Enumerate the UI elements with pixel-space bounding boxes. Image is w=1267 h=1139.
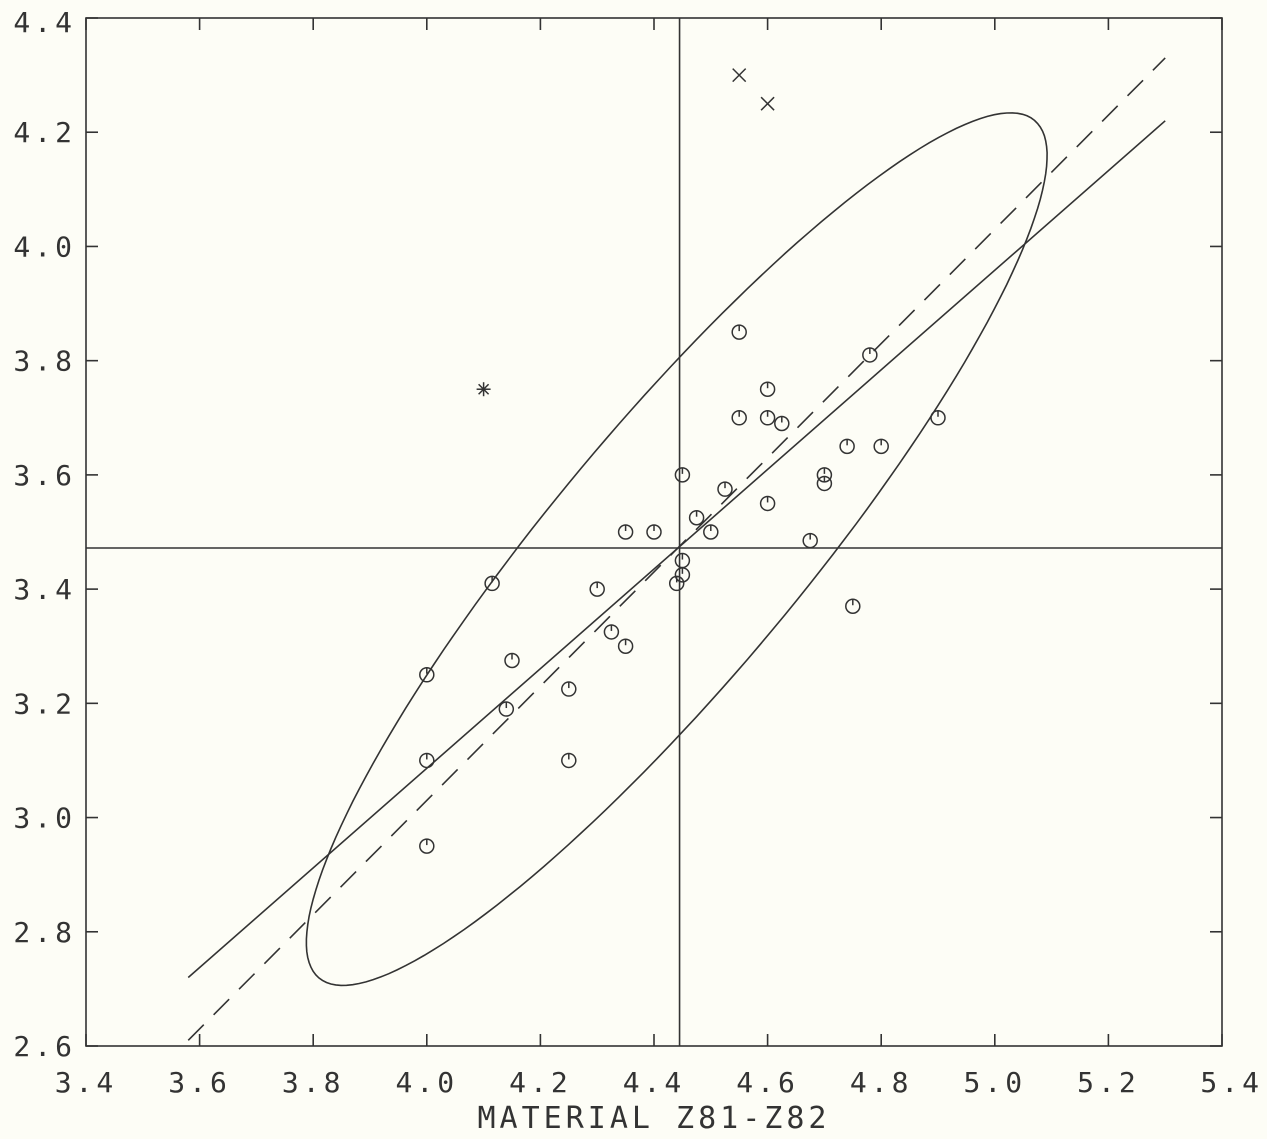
data-point-circle (731, 324, 747, 340)
data-point-circle (816, 475, 833, 492)
x-tick-label: 4.2 (509, 1066, 572, 1099)
data-point-circle (561, 681, 577, 697)
data-point-asterisk (476, 382, 491, 397)
x-tick-label: 4.0 (396, 1066, 459, 1099)
data-point-circle (484, 575, 500, 592)
data-point-circle (617, 524, 634, 540)
y-tick-label: 3.8 (13, 345, 76, 378)
y-tick-label: 3.6 (13, 459, 76, 492)
data-point-circle (419, 667, 435, 683)
data-point-circle (731, 410, 747, 426)
data-point-circle (802, 532, 818, 549)
x-tick-label: 4.8 (850, 1066, 913, 1099)
y-tick-label: 4.4 (13, 6, 76, 39)
x-tick-label: 4.6 (736, 1066, 799, 1099)
x-tick-label: 4.4 (623, 1066, 686, 1099)
data-point-circle (759, 495, 776, 512)
data-point-circle (703, 524, 719, 540)
y-tick-label: 4.0 (13, 230, 76, 263)
x-tick-label: 5.2 (1077, 1066, 1140, 1099)
data-point-circle (603, 624, 620, 640)
data-point-circle (617, 638, 634, 654)
data-point-circle (674, 552, 691, 569)
data-point-circle (845, 598, 861, 614)
x-tick-label: 5.4 (1200, 1066, 1263, 1099)
data-point-circle (816, 467, 833, 483)
data-point-circle (419, 752, 435, 769)
x-tick-label: 3.6 (168, 1066, 231, 1099)
y-tick-label: 2.8 (13, 916, 76, 949)
x-axis-title: MATERIAL Z81-Z82 (478, 1101, 831, 1136)
data-point-circle (774, 415, 790, 432)
y-tick-label: 3.4 (13, 573, 76, 606)
data-point-circle (589, 581, 605, 597)
y-tick-label: 4.2 (13, 116, 76, 149)
data-point-circle (674, 467, 691, 483)
x-tick-label: 3.4 (55, 1066, 118, 1099)
data-point-circle (873, 438, 889, 455)
data-point-circle (419, 838, 435, 854)
x-tick-label: 5.0 (964, 1066, 1027, 1099)
y-tick-label: 3.2 (13, 687, 76, 720)
data-point-circle (561, 752, 577, 769)
data-point-circle (504, 652, 520, 669)
confidence-ellipse (305, 112, 1048, 987)
data-point-x (760, 96, 775, 111)
x-tick-label: 3.8 (282, 1066, 345, 1099)
data-point-circle (498, 701, 515, 717)
data-point-circle (930, 410, 946, 426)
y-tick-label: 2.6 (13, 1030, 76, 1063)
data-point-circle (717, 481, 733, 497)
data-point-circle (759, 381, 776, 397)
data-point-circle (688, 509, 705, 526)
data-point-circle (839, 438, 855, 455)
data-point-circle (759, 410, 776, 426)
data-point-circle (646, 524, 662, 540)
fit-line-dashed (187, 57, 1166, 1041)
y-tick-label: 3.0 (13, 802, 76, 835)
data-point-circle (862, 347, 878, 363)
data-point-x (732, 68, 747, 83)
